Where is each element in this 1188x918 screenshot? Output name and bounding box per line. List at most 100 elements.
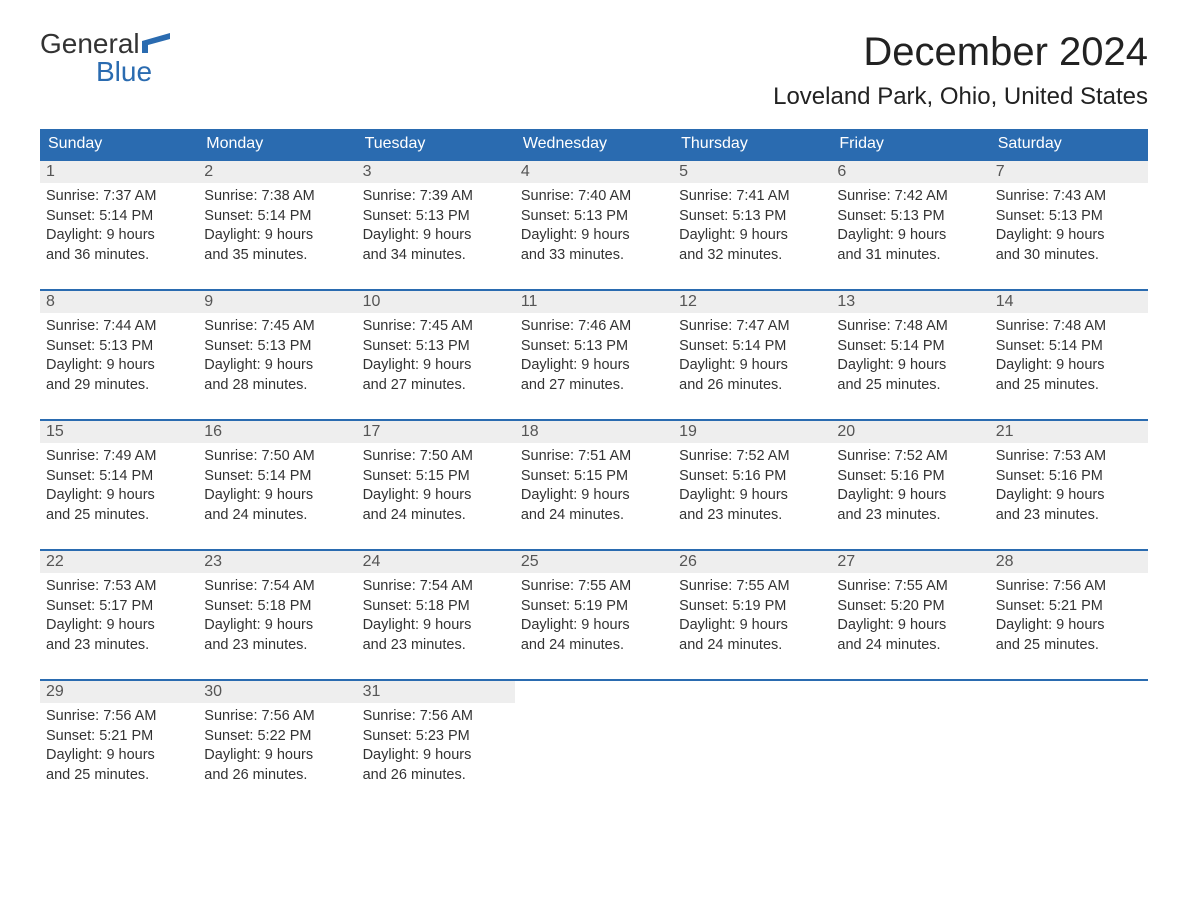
day-body: Sunrise: 7:50 AMSunset: 5:14 PMDaylight:…: [198, 443, 356, 535]
day-number: 17: [357, 421, 515, 443]
day-cell: 11Sunrise: 7:46 AMSunset: 5:13 PMDayligh…: [515, 291, 673, 419]
day-sunset: Sunset: 5:13 PM: [363, 337, 509, 357]
day-cell: 12Sunrise: 7:47 AMSunset: 5:14 PMDayligh…: [673, 291, 831, 419]
day-sunset: Sunset: 5:16 PM: [837, 467, 983, 487]
day-cell: [990, 681, 1148, 809]
day-cell: 26Sunrise: 7:55 AMSunset: 5:19 PMDayligh…: [673, 551, 831, 679]
day-sunset: Sunset: 5:14 PM: [46, 467, 192, 487]
day-dl1: Daylight: 9 hours: [46, 356, 192, 376]
day-body: Sunrise: 7:48 AMSunset: 5:14 PMDaylight:…: [990, 313, 1148, 405]
day-dl2: and 24 minutes.: [679, 636, 825, 656]
week-row: 15Sunrise: 7:49 AMSunset: 5:14 PMDayligh…: [40, 419, 1148, 549]
day-body: Sunrise: 7:48 AMSunset: 5:14 PMDaylight:…: [831, 313, 989, 405]
day-cell: 6Sunrise: 7:42 AMSunset: 5:13 PMDaylight…: [831, 161, 989, 289]
day-body: Sunrise: 7:42 AMSunset: 5:13 PMDaylight:…: [831, 183, 989, 275]
day-sunset: Sunset: 5:13 PM: [521, 337, 667, 357]
day-body: Sunrise: 7:55 AMSunset: 5:19 PMDaylight:…: [673, 573, 831, 665]
day-body: Sunrise: 7:55 AMSunset: 5:20 PMDaylight:…: [831, 573, 989, 665]
day-cell: [515, 681, 673, 809]
day-cell: 21Sunrise: 7:53 AMSunset: 5:16 PMDayligh…: [990, 421, 1148, 549]
day-dl1: Daylight: 9 hours: [204, 356, 350, 376]
day-dl2: and 23 minutes.: [46, 636, 192, 656]
day-dl1: Daylight: 9 hours: [363, 356, 509, 376]
day-number: 26: [673, 551, 831, 573]
week-row: 1Sunrise: 7:37 AMSunset: 5:14 PMDaylight…: [40, 159, 1148, 289]
day-sunrise: Sunrise: 7:38 AM: [204, 187, 350, 207]
day-dl2: and 23 minutes.: [363, 636, 509, 656]
day-number: 25: [515, 551, 673, 573]
day-sunset: Sunset: 5:23 PM: [363, 727, 509, 747]
day-sunrise: Sunrise: 7:50 AM: [363, 447, 509, 467]
day-dl1: Daylight: 9 hours: [46, 616, 192, 636]
day-number: 5: [673, 161, 831, 183]
day-sunrise: Sunrise: 7:45 AM: [363, 317, 509, 337]
day-dl1: Daylight: 9 hours: [363, 226, 509, 246]
day-body: Sunrise: 7:43 AMSunset: 5:13 PMDaylight:…: [990, 183, 1148, 275]
day-dl2: and 31 minutes.: [837, 246, 983, 266]
day-dl1: Daylight: 9 hours: [521, 226, 667, 246]
day-cell: 1Sunrise: 7:37 AMSunset: 5:14 PMDaylight…: [40, 161, 198, 289]
day-sunrise: Sunrise: 7:48 AM: [837, 317, 983, 337]
day-dl2: and 23 minutes.: [996, 506, 1142, 526]
day-dl2: and 24 minutes.: [204, 506, 350, 526]
day-dl2: and 24 minutes.: [521, 636, 667, 656]
day-cell: 20Sunrise: 7:52 AMSunset: 5:16 PMDayligh…: [831, 421, 989, 549]
day-number: 22: [40, 551, 198, 573]
day-cell: 7Sunrise: 7:43 AMSunset: 5:13 PMDaylight…: [990, 161, 1148, 289]
day-cell: 10 Sunrise: 7:45 AMSunset: 5:13 PMDayligh…: [357, 291, 515, 419]
day-dl1: Daylight: 9 hours: [46, 746, 192, 766]
day-number: 7: [990, 161, 1148, 183]
day-cell: 22Sunrise: 7:53 AMSunset: 5:17 PMDayligh…: [40, 551, 198, 679]
day-number: 6: [831, 161, 989, 183]
day-sunrise: Sunrise: 7:45 AM: [204, 317, 350, 337]
day-sunset: Sunset: 5:13 PM: [204, 337, 350, 357]
day-dl1: Daylight: 9 hours: [679, 356, 825, 376]
day-number: 3: [357, 161, 515, 183]
dow-monday: Monday: [198, 129, 356, 159]
day-cell: 9Sunrise: 7:45 AMSunset: 5:13 PMDaylight…: [198, 291, 356, 419]
dow-tuesday: Tuesday: [357, 129, 515, 159]
day-dl1: Daylight: 9 hours: [996, 486, 1142, 506]
day-sunrise: Sunrise: 7:52 AM: [679, 447, 825, 467]
day-sunset: Sunset: 5:14 PM: [204, 467, 350, 487]
day-dl2: and 23 minutes.: [679, 506, 825, 526]
day-body: Sunrise: 7:47 AMSunset: 5:14 PMDaylight:…: [673, 313, 831, 405]
day-number: 23: [198, 551, 356, 573]
day-body: Sunrise: 7:38 AMSunset: 5:14 PMDaylight:…: [198, 183, 356, 275]
day-sunrise: Sunrise: 7:52 AM: [837, 447, 983, 467]
day-sunrise: Sunrise: 7:56 AM: [204, 707, 350, 727]
title-block: December 2024 Loveland Park, Ohio, Unite…: [773, 30, 1148, 111]
day-number: 2: [198, 161, 356, 183]
day-sunset: Sunset: 5:13 PM: [521, 207, 667, 227]
day-sunset: Sunset: 5:19 PM: [521, 597, 667, 617]
day-sunset: Sunset: 5:19 PM: [679, 597, 825, 617]
day-number: 14: [990, 291, 1148, 313]
day-dl2: and 25 minutes.: [837, 376, 983, 396]
day-dl1: Daylight: 9 hours: [204, 486, 350, 506]
day-cell: 15Sunrise: 7:49 AMSunset: 5:14 PMDayligh…: [40, 421, 198, 549]
day-body: Sunrise: 7:46 AMSunset: 5:13 PMDaylight:…: [515, 313, 673, 405]
week-row: 22Sunrise: 7:53 AMSunset: 5:17 PMDayligh…: [40, 549, 1148, 679]
day-number: 10: [357, 291, 515, 313]
day-cell: 16Sunrise: 7:50 AMSunset: 5:14 PMDayligh…: [198, 421, 356, 549]
flag-icon: [142, 30, 170, 58]
day-dl1: Daylight: 9 hours: [363, 616, 509, 636]
day-cell: 31Sunrise: 7:56 AMSunset: 5:23 PMDayligh…: [357, 681, 515, 809]
day-dl1: Daylight: 9 hours: [996, 226, 1142, 246]
day-number: 12: [673, 291, 831, 313]
day-cell: 17Sunrise: 7:50 AMSunset: 5:15 PMDayligh…: [357, 421, 515, 549]
logo-line1-wrap: General: [40, 30, 170, 58]
day-body: Sunrise: 7:50 AMSunset: 5:15 PMDaylight:…: [357, 443, 515, 535]
day-dl2: and 33 minutes.: [521, 246, 667, 266]
day-sunset: Sunset: 5:16 PM: [679, 467, 825, 487]
day-dl1: Daylight: 9 hours: [204, 616, 350, 636]
logo: General Blue: [40, 30, 170, 86]
logo-line1: General: [40, 30, 140, 58]
day-dl2: and 24 minutes.: [837, 636, 983, 656]
day-cell: [673, 681, 831, 809]
day-sunrise: Sunrise: 7:54 AM: [363, 577, 509, 597]
dow-sunday: Sunday: [40, 129, 198, 159]
day-sunset: Sunset: 5:13 PM: [837, 207, 983, 227]
day-cell: 3Sunrise: 7:39 AMSunset: 5:13 PMDaylight…: [357, 161, 515, 289]
day-sunrise: Sunrise: 7:53 AM: [46, 577, 192, 597]
